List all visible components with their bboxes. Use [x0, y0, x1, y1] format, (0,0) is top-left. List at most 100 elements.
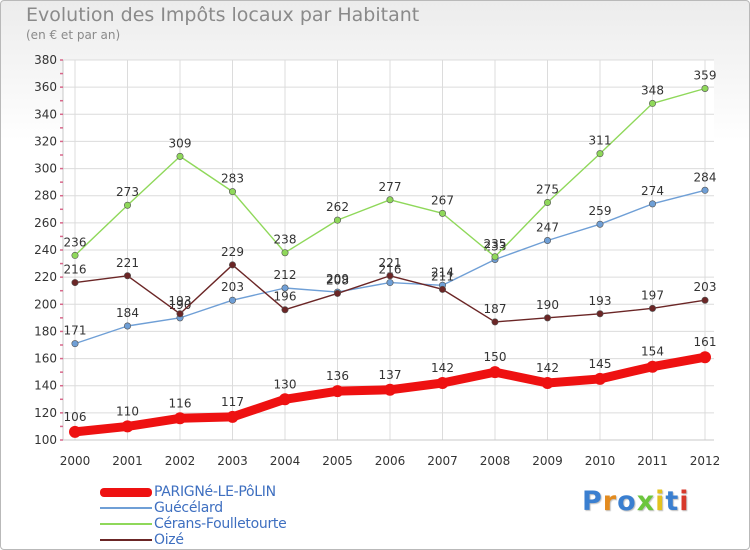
y-tick-label: 260 — [34, 216, 57, 230]
logo-letter: x — [636, 486, 656, 517]
data-point — [176, 152, 184, 160]
data-point — [648, 304, 656, 312]
data-point — [701, 186, 709, 194]
data-label: 190 — [536, 298, 559, 312]
data-point — [384, 383, 396, 396]
data-label: 193 — [169, 294, 192, 308]
legend-label: Cérans-Foulletourte — [154, 516, 287, 532]
y-tick-label: 320 — [34, 134, 57, 148]
data-point — [229, 261, 237, 269]
data-point — [699, 351, 711, 364]
x-tick-label: 2004 — [270, 454, 301, 468]
x-tick-label: 2010 — [585, 454, 616, 468]
data-label: 267 — [431, 193, 454, 207]
data-point — [331, 385, 344, 398]
y-tick-label: 280 — [34, 189, 57, 203]
data-point — [596, 310, 604, 318]
data-label: 221 — [379, 256, 402, 270]
data-point — [121, 420, 134, 433]
data-point — [438, 209, 446, 217]
data-point — [333, 289, 341, 297]
y-tick-label: 120 — [34, 406, 57, 420]
data-point — [386, 272, 394, 280]
x-tick-label: 2002 — [165, 454, 196, 468]
x-tick-label: 2011 — [637, 454, 668, 468]
chart-title: Evolution des Impôts locaux par Habitant — [26, 4, 420, 26]
data-point — [701, 296, 709, 304]
data-point — [386, 196, 394, 204]
data-point — [174, 412, 186, 425]
data-point — [543, 199, 551, 207]
logo-letter: t — [665, 486, 680, 517]
data-label: 262 — [326, 200, 349, 214]
data-label: 309 — [169, 136, 192, 150]
x-tick-label: 2009 — [532, 454, 563, 468]
y-tick-label: 340 — [34, 107, 57, 121]
x-tick-label: 2003 — [217, 454, 248, 468]
data-label: 283 — [221, 172, 244, 186]
data-point — [229, 188, 237, 196]
legend-label: PARIGNé-LE-PôLIN — [154, 484, 276, 500]
data-point — [648, 200, 656, 208]
data-point — [541, 377, 554, 389]
y-tick-label: 160 — [34, 352, 57, 366]
legend-label: Guécélard — [154, 500, 223, 516]
x-tick-label: 2006 — [375, 454, 406, 468]
x-tick-label: 2012 — [690, 454, 721, 468]
data-label: 275 — [536, 183, 559, 197]
x-tick-label: 2007 — [427, 454, 458, 468]
logo-letter: i — [655, 486, 666, 517]
data-label: 238 — [274, 233, 297, 247]
data-point — [71, 251, 79, 259]
data-label: 110 — [116, 404, 139, 418]
data-point — [71, 279, 79, 287]
data-label: 161 — [694, 335, 717, 349]
y-tick-label: 220 — [34, 270, 57, 284]
y-tick-label: 380 — [34, 53, 57, 67]
data-point — [701, 85, 709, 93]
data-label: 212 — [274, 268, 297, 282]
data-point — [124, 201, 132, 209]
data-label: 184 — [116, 306, 139, 320]
data-point — [281, 249, 289, 257]
logo-letter: r — [602, 486, 618, 517]
proxiti-logo: Proxiti — [582, 486, 690, 517]
data-point — [124, 272, 132, 280]
data-label: 221 — [116, 256, 139, 270]
y-tick-label: 360 — [34, 80, 57, 94]
data-point — [491, 253, 499, 261]
data-point — [386, 279, 394, 287]
data-label: 116 — [169, 396, 192, 410]
data-point — [594, 372, 606, 385]
data-label: 150 — [484, 350, 507, 364]
data-label: 136 — [326, 369, 349, 383]
data-label: 196 — [274, 290, 297, 304]
data-label: 214 — [431, 265, 454, 279]
data-label: 229 — [221, 245, 244, 259]
data-label: 203 — [221, 280, 244, 294]
data-label: 154 — [641, 345, 664, 359]
data-label: 106 — [64, 410, 87, 424]
data-label: 277 — [379, 180, 402, 194]
data-label: 130 — [274, 377, 297, 391]
data-label: 145 — [589, 357, 612, 371]
data-label: 197 — [641, 288, 664, 302]
logo-letter: o — [617, 486, 637, 517]
data-point — [226, 410, 239, 423]
x-tick-label: 2001 — [112, 454, 143, 468]
data-point — [71, 340, 79, 348]
x-tick-label: 2008 — [480, 454, 511, 468]
data-point — [543, 314, 551, 322]
data-label: 235 — [484, 237, 507, 251]
legend-swatch — [100, 539, 152, 541]
chart-subtitle: (en € et par an) — [26, 28, 121, 42]
data-label: 203 — [694, 280, 717, 294]
data-point — [596, 150, 604, 158]
y-tick-label: 300 — [34, 162, 57, 176]
data-point — [69, 425, 81, 438]
data-point — [491, 318, 499, 326]
data-label: 259 — [589, 204, 612, 218]
data-label: 311 — [589, 134, 612, 148]
data-label: 247 — [536, 221, 559, 235]
